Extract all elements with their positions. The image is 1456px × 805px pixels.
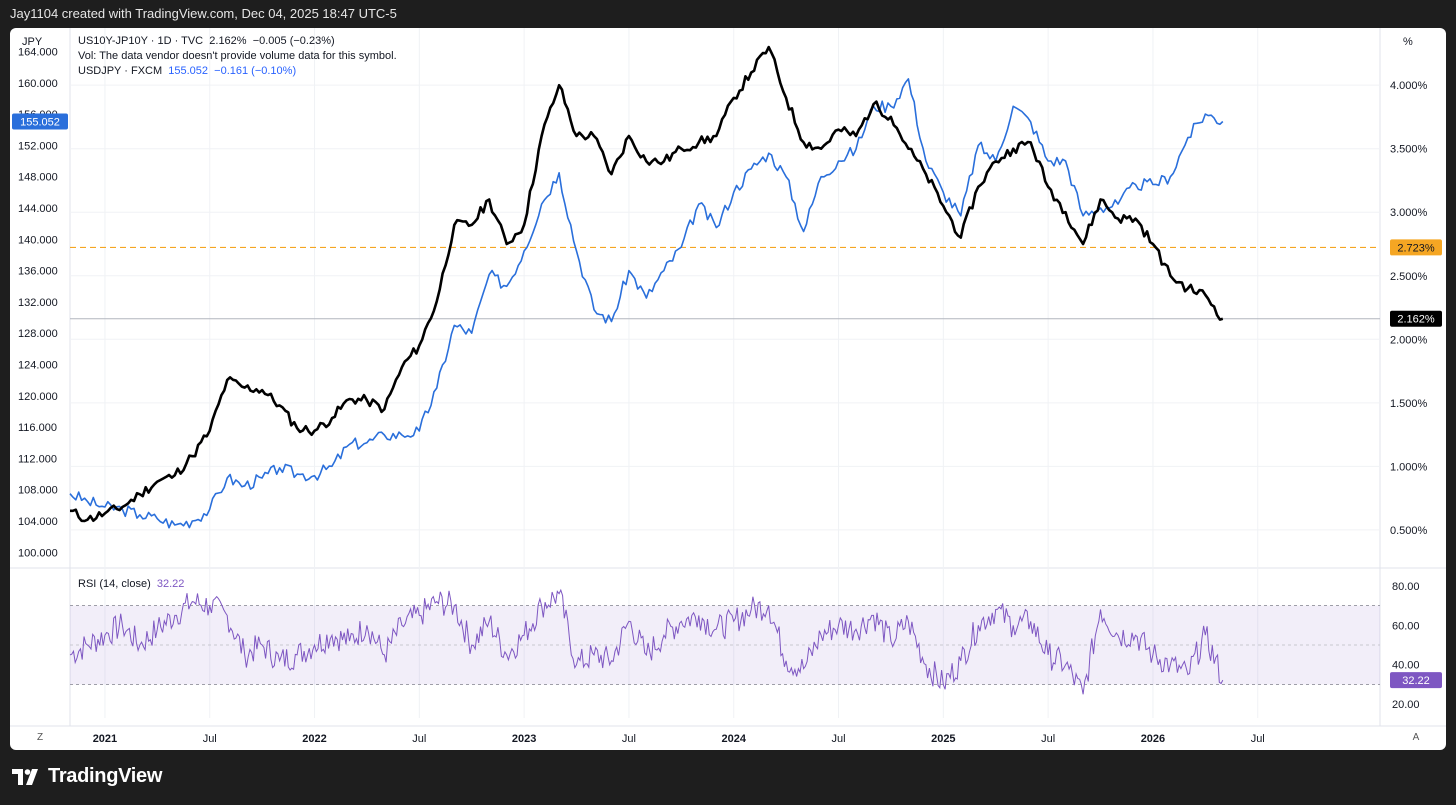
- right-tick-label: 3.500%: [1390, 144, 1428, 156]
- footer: TradingView: [0, 750, 1456, 805]
- chart-panel[interactable]: 164.000160.000156.000152.000148.000144.0…: [10, 28, 1446, 750]
- x-tick-label: 2022: [302, 733, 326, 745]
- chart-header: Jay1104 created with TradingView.com, De…: [0, 0, 1456, 28]
- hline-badge: 2.723%: [1390, 239, 1442, 256]
- left-tick-label: 116.000: [18, 422, 57, 434]
- rsi-pane[interactable]: [69, 588, 1380, 695]
- left-tick-label: 164.000: [18, 46, 58, 58]
- x-tick-label: Jul: [622, 733, 636, 745]
- usdjpy-badge-bg: [12, 113, 68, 130]
- hline-badge-bg: [1390, 239, 1442, 256]
- spread-badge-bg: [1390, 310, 1442, 327]
- left-tick-label: 152.000: [18, 140, 58, 152]
- rsi-legend-label: RSI (14, close): [78, 578, 151, 590]
- usdjpy-badge-text: 155.052: [20, 117, 60, 129]
- x-tick-label: 2021: [93, 733, 117, 745]
- left-tick-label: 120.000: [18, 391, 58, 403]
- right-axis-unit: %: [1403, 36, 1413, 48]
- right-tick-label: 4.000%: [1390, 80, 1428, 92]
- left-price-axis[interactable]: 164.000160.000156.000152.000148.000144.0…: [18, 46, 58, 559]
- legend-usdjpy-change: −0.161 (−0.10%): [214, 65, 297, 77]
- rsi-tick-label: 20.00: [1392, 699, 1420, 711]
- auto-scale-a-button[interactable]: A: [1412, 732, 1420, 743]
- rsi-badge-bg: [1390, 672, 1442, 689]
- rsi-line[interactable]: [69, 588, 1224, 695]
- horizontal-lines: [70, 246, 1380, 320]
- x-tick-label: 2026: [1141, 733, 1165, 745]
- usdjpy-line[interactable]: [69, 78, 1224, 529]
- spread-badge: 2.162%: [1390, 310, 1442, 327]
- right-tick-label: 1.000%: [1390, 461, 1428, 473]
- x-tick-label: Jul: [203, 733, 217, 745]
- left-tick-label: 132.000: [18, 297, 58, 309]
- tradingview-brand: TradingView: [48, 765, 163, 787]
- rsi-legend-value: 32.22: [156, 578, 185, 590]
- left-tick-label: 140.000: [18, 234, 58, 246]
- tradingview-logo-icon: [12, 768, 38, 785]
- rsi-badge: 32.22: [1390, 672, 1442, 689]
- right-tick-label: 2.500%: [1390, 271, 1428, 283]
- spread-line[interactable]: [70, 45, 1224, 523]
- hline-badge-text: 2.723%: [1397, 242, 1435, 254]
- header-text: Jay1104 created with TradingView.com, De…: [10, 6, 397, 21]
- left-tick-label: 148.000: [18, 172, 58, 184]
- chart-canvas[interactable]: 164.000160.000156.000152.000148.000144.0…: [10, 28, 1446, 750]
- legend-usdjpy-value: 155.052: [168, 65, 209, 77]
- legend-spread-change: −0.005 (−0.23%): [252, 35, 335, 47]
- left-tick-label: 128.000: [18, 328, 58, 340]
- legend-spread[interactable]: US10Y-JP10Y · 1D · TVC 2.162% −0.005 (−0…: [78, 34, 397, 49]
- left-tick-label: 112.000: [18, 453, 57, 465]
- time-axis[interactable]: 2021 Jul 2022 Jul 2023 Jul 2024 Jul 2025 Jul 2026 J…: [93, 733, 1265, 745]
- right-tick-label: 2.000%: [1390, 334, 1428, 346]
- right-tick-label: 3.000%: [1390, 207, 1428, 219]
- left-tick-label: 100.000: [18, 547, 58, 559]
- x-tick-label: 2024: [721, 733, 746, 745]
- left-tick-label: 108.000: [18, 485, 58, 497]
- grid: [10, 28, 1446, 727]
- right-tick-label: 0.500%: [1390, 525, 1428, 537]
- x-tick-label: Jul: [1251, 733, 1265, 745]
- x-tick-label: 2023: [512, 733, 536, 745]
- legend-volume-note: Vol: The data vendor doesn't provide vol…: [78, 50, 397, 62]
- rsi-legend[interactable]: RSI (14, close) 32.22: [78, 578, 184, 590]
- legend-usdjpy[interactable]: USDJPY · FXCM 155.052 −0.161 (−0.10%): [78, 64, 397, 79]
- x-tick-label: Jul: [1041, 733, 1055, 745]
- left-tick-label: 144.000: [18, 203, 58, 215]
- x-tick-label: Jul: [412, 733, 426, 745]
- right-tick-label: 1.500%: [1390, 398, 1428, 410]
- legend-spread-symbol: US10Y-JP10Y · 1D · TVC: [78, 35, 204, 47]
- left-tick-label: 136.000: [18, 266, 58, 278]
- x-tick-label: 2025: [931, 733, 955, 745]
- rsi-tick-label: 40.00: [1392, 660, 1420, 672]
- rsi-badge-text: 32.22: [1402, 675, 1430, 687]
- price-badges: 155.052 2.723% 2.162% 32.22: [12, 113, 1442, 689]
- left-axis-unit: JPY: [22, 36, 43, 48]
- legend-usdjpy-symbol: USDJPY · FXCM: [78, 65, 163, 77]
- tradingview-logo[interactable]: TradingView: [12, 765, 162, 788]
- x-tick-label: Jul: [832, 733, 846, 745]
- right-price-axis[interactable]: 4.000% 3.500% 3.000% 2.500% 2.000% 1.500% 1.00…: [1390, 80, 1428, 711]
- left-tick-label: 104.000: [18, 516, 58, 528]
- legend-spread-value: 2.162%: [209, 35, 247, 47]
- chart-legend: US10Y-JP10Y · 1D · TVC 2.162% −0.005 (−0…: [78, 34, 397, 79]
- left-tick-label: 124.000: [18, 360, 58, 372]
- left-tick-label: 160.000: [18, 78, 58, 90]
- spread-badge-text: 2.162%: [1397, 314, 1435, 326]
- rsi-tick-label: 60.00: [1392, 620, 1420, 632]
- zoom-z-button[interactable]: Z: [36, 732, 44, 743]
- series-layer[interactable]: [69, 45, 1224, 529]
- rsi-tick-label: 80.00: [1392, 581, 1420, 593]
- usdjpy-badge: 155.052: [12, 113, 68, 130]
